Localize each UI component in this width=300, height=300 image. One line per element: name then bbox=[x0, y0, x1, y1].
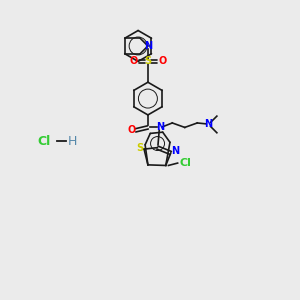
Text: N: N bbox=[156, 122, 164, 132]
Text: O: O bbox=[129, 56, 137, 66]
Text: Cl: Cl bbox=[179, 158, 191, 168]
Text: Cl: Cl bbox=[38, 135, 51, 148]
Text: S: S bbox=[136, 142, 143, 153]
Text: O: O bbox=[158, 56, 166, 66]
Text: N: N bbox=[205, 119, 213, 129]
Text: N: N bbox=[171, 146, 179, 157]
Text: H: H bbox=[68, 135, 77, 148]
Text: O: O bbox=[127, 125, 135, 135]
Text: N: N bbox=[144, 41, 152, 51]
Text: S: S bbox=[144, 56, 152, 66]
